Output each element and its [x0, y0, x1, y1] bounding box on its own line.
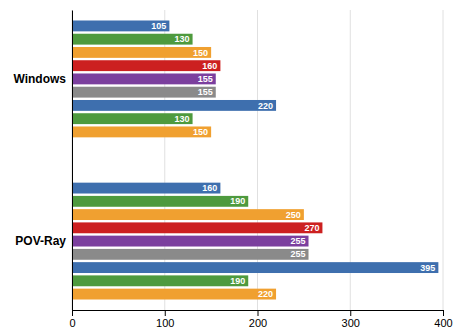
- x-tick-mark: [258, 310, 259, 316]
- x-tick: 400: [434, 310, 452, 329]
- x-axis-line: [73, 311, 444, 317]
- data-label: 105: [151, 21, 166, 31]
- data-label: 250: [286, 210, 301, 220]
- y-tick: Windows: [13, 72, 72, 86]
- x-tick-label: 100: [156, 317, 174, 329]
- data-label: 155: [198, 87, 213, 97]
- bars: [72, 20, 438, 299]
- bar: [72, 275, 248, 286]
- bar: [72, 100, 276, 111]
- x-tick-label: 300: [342, 317, 360, 329]
- data-label: 190: [230, 196, 245, 206]
- bar: [72, 34, 193, 45]
- bar: [72, 73, 216, 84]
- data-label: 150: [193, 127, 208, 137]
- bar: [72, 60, 220, 71]
- bar: [72, 289, 276, 300]
- x-tick-label: 0: [69, 317, 75, 329]
- data-label: 255: [290, 236, 305, 246]
- grid-line: [443, 10, 444, 310]
- bar: [72, 47, 211, 58]
- bar: [72, 20, 169, 31]
- data-label: 190: [230, 276, 245, 286]
- data-label: 220: [258, 101, 273, 111]
- data-label: 395: [420, 263, 435, 273]
- bar: [72, 222, 322, 233]
- bar: [72, 236, 309, 247]
- x-tick: 0: [69, 310, 75, 329]
- chart: 105 160 130 190 150 250 160 270 155 255 155 255 220 3…: [0, 0, 461, 336]
- x-tick-mark: [350, 310, 351, 316]
- x-tick: 200: [249, 310, 267, 329]
- y-axis-line: [72, 11, 73, 311]
- bar: [72, 113, 193, 124]
- data-labels: 105 160 130 190 150 250 160 270 155 255 155 255 220 3…: [151, 21, 435, 299]
- y-tick-label: Windows: [13, 72, 66, 86]
- x-tick-label: 200: [249, 317, 267, 329]
- x-axis: 0 100 200 300 400: [69, 310, 452, 329]
- data-label: 220: [258, 289, 273, 299]
- x-tick-label: 400: [434, 317, 452, 329]
- x-tick-mark: [72, 310, 73, 316]
- data-label: 270: [304, 223, 319, 233]
- y-tick: POV-Ray: [15, 234, 72, 248]
- data-label: 160: [202, 61, 217, 71]
- bar: [72, 196, 248, 207]
- bar: [72, 209, 304, 220]
- bar: [72, 126, 211, 137]
- bar: [72, 87, 216, 98]
- x-tick-mark: [165, 310, 166, 316]
- x-tick: 300: [342, 310, 360, 329]
- data-label: 130: [175, 114, 190, 124]
- grid-line: [72, 10, 73, 310]
- x-tick: 100: [156, 310, 174, 329]
- data-label: 255: [290, 249, 305, 259]
- x-tick-mark: [443, 310, 444, 316]
- y-tick-label: POV-Ray: [15, 234, 66, 248]
- bar: [72, 262, 438, 273]
- data-label: 155: [198, 74, 213, 84]
- data-label: 130: [175, 34, 190, 44]
- plot: 105 160 130 190 150 250 160 270 155 255 155 255 220 3…: [13, 10, 452, 329]
- data-label: 150: [193, 48, 208, 58]
- y-axis: Windows POV-Ray: [13, 11, 72, 311]
- grid: [72, 10, 443, 310]
- bar: [72, 183, 220, 194]
- data-label: 160: [202, 183, 217, 193]
- bar: [72, 249, 309, 260]
